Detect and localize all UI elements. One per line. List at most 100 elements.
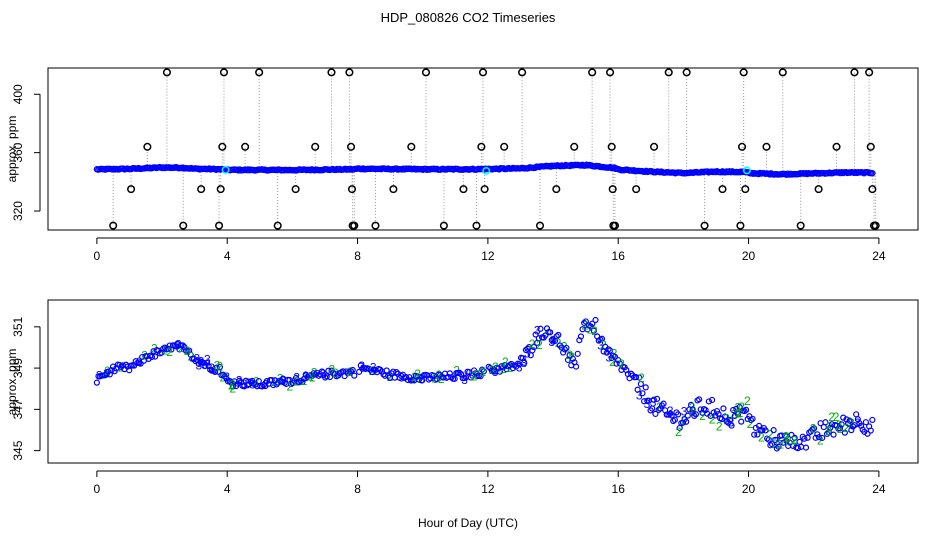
outlier-point [632,185,641,194]
bottom-y-tick-label: 351 [11,316,25,336]
digit-label-green: 2 [566,348,573,362]
outlier-point [739,68,748,77]
digit-label-blue: 3 [418,372,425,386]
detail-point [529,347,536,354]
outlier-point [480,185,489,194]
digit-label-green: 2 [229,377,236,391]
outlier-point [866,142,875,151]
bottom-x-tick-label: 20 [742,482,756,496]
digit-label-green: 2 [784,431,791,445]
outlier-point [439,221,448,230]
bottom-x-tick-label: 24 [872,482,886,496]
detail-point [789,442,797,450]
outlier-point [311,142,320,151]
digit-label-green: 2 [618,357,625,371]
detail-point [652,410,659,418]
highlight-point [221,165,230,174]
digit-label-green: 2 [833,410,840,424]
top-x-tick-label: 0 [94,249,101,263]
detail-point [220,371,227,378]
detail-point [736,403,743,411]
detail-point [728,422,735,429]
outlier-point [215,221,224,230]
detail-point [566,352,573,359]
detail-point [749,415,756,422]
digit-label-green: 2 [791,433,798,447]
top-panel: 0 4 8 12 16 20 24 320 360 400 approx. ppm [5,67,919,263]
outlier-point [588,68,597,77]
outlier-point [255,68,264,77]
detail-point [93,379,100,386]
outlier-point [762,142,771,151]
detail-point [691,412,698,419]
digit-label-blue: 3 [728,416,735,430]
bottom-x-axis: 0 4 8 12 16 20 24 [94,470,886,496]
top-x-tick-label: 8 [354,249,361,263]
digit-label-green: 2 [737,406,744,420]
detail-point [754,431,761,438]
detail-point [660,400,667,407]
detail-point [675,411,682,418]
digit-label-green: 2 [184,344,191,358]
detail-point [607,347,614,354]
detail-point [823,430,831,438]
digit-label-green: 2 [828,410,835,424]
digit-label-blue: 3 [204,353,211,367]
digit-label-green: 2 [591,324,598,338]
detail-point [582,318,589,325]
digit-label-blue: 3 [521,356,528,370]
digit-label-green: 2 [843,421,850,435]
digit-label-green: 2 [166,345,173,359]
outlier-point [197,185,206,194]
digit-label-green: 2 [471,369,478,383]
outlier-point [606,68,615,77]
detail-point [616,360,623,367]
top-y-axis: 320 360 400 [11,84,41,221]
digit-label-green: 2 [785,434,792,448]
detail-point [841,429,848,436]
detail-point [456,369,463,376]
outlier-point [664,68,673,77]
top-y-tick-label: 400 [11,84,25,104]
digit-label-green: 2 [502,355,509,369]
detail-point [203,359,211,366]
digit-label-green: 2 [347,365,354,379]
digit-label-green: 2 [216,359,223,373]
outlier-point [346,142,356,151]
detail-point [532,331,539,338]
digit-label-green: 2 [735,407,742,421]
digit-label-green: 2 [104,364,111,378]
detail-point [448,374,455,381]
detail-point [726,416,734,423]
outlier-point [109,221,118,230]
detail-point [666,410,674,418]
digit-label-green: 2 [582,318,589,332]
outlier-point [610,221,620,230]
digit-label-green: 2 [767,427,774,441]
digit-label-blue: 3 [690,404,697,418]
detail-point [781,432,789,439]
detail-point [649,405,656,412]
digit-label-green: 2 [837,422,844,436]
bottom-y-tick-label: 345 [11,440,25,460]
detail-point [849,423,857,430]
detail-point [200,359,207,366]
digit-label-green: 2 [782,429,789,443]
outlier-point [518,68,527,77]
detail-point [632,374,640,381]
outlier-point [832,142,841,151]
detail-point [742,406,750,413]
digit-label-blue: 3 [650,396,657,410]
detail-point [634,386,641,393]
digit-label-blue: 3 [223,370,230,384]
outlier-point [718,185,727,194]
chart-title: HDP_080826 CO2 Timeseries [381,10,556,25]
digit-label-blue: 3 [174,339,181,353]
outlier-point [736,221,745,230]
bottom-x-tick-label: 8 [354,482,361,496]
baseline-point [606,163,614,171]
outlier-point [552,185,561,194]
digit-label-blue: 3 [516,361,523,375]
outlier-point [350,221,359,230]
